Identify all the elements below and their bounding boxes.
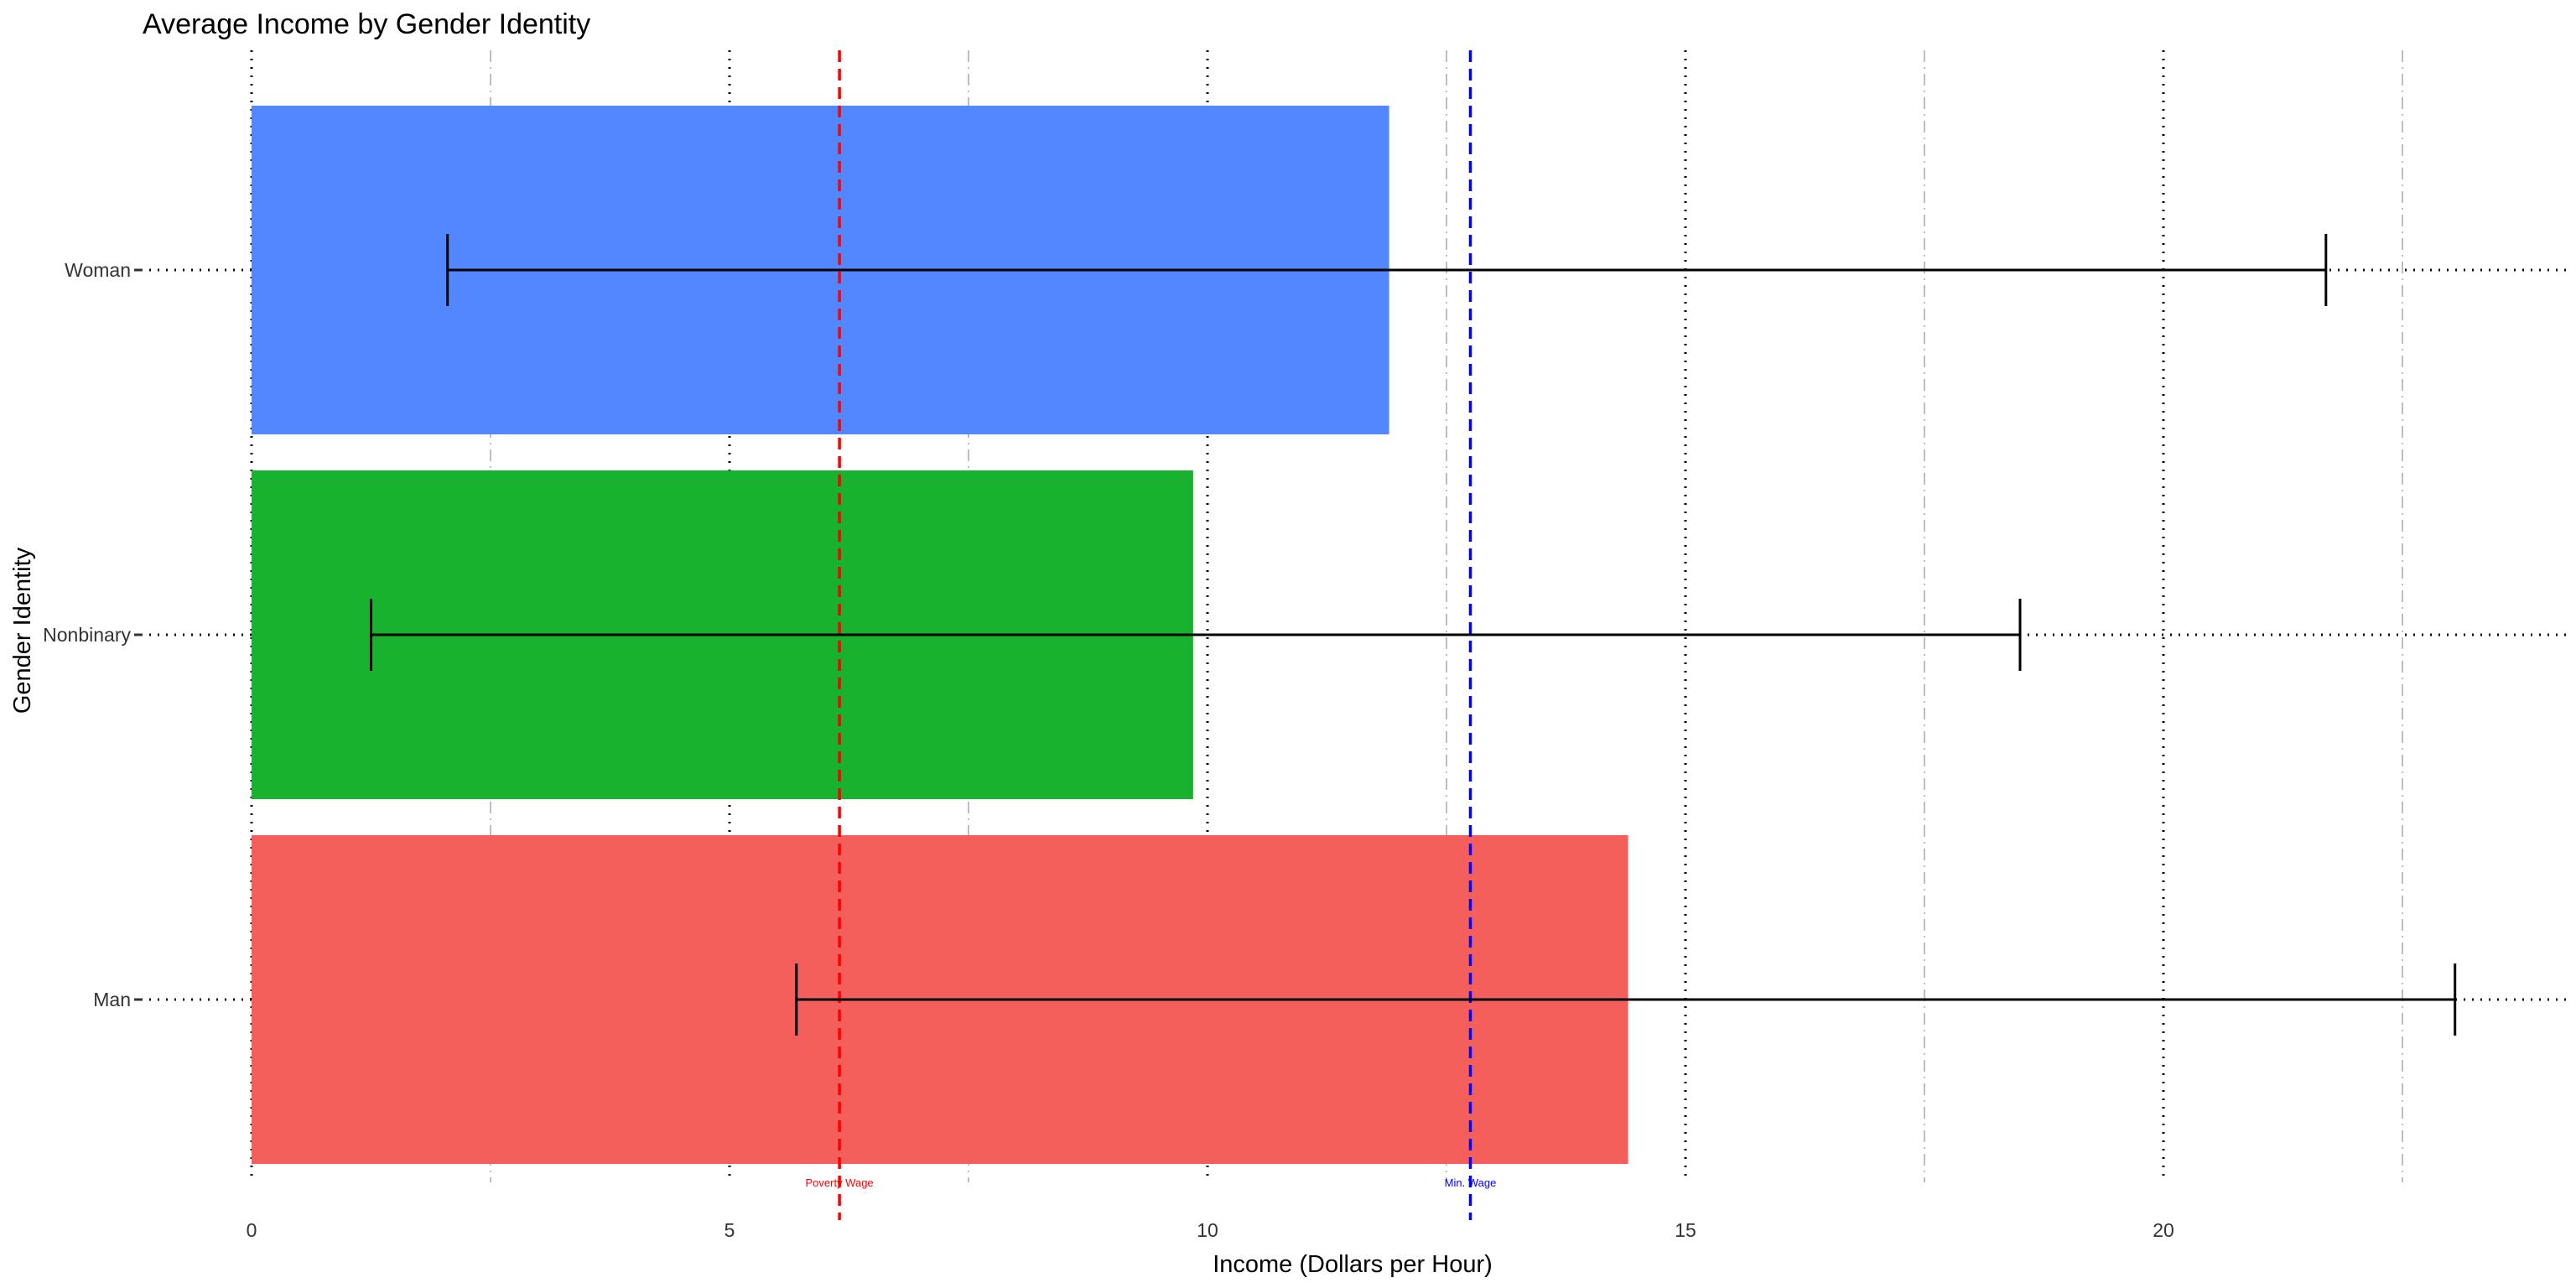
y-axis-title: Gender Identity [9, 547, 36, 714]
x-tick-label: 0 [247, 1219, 257, 1241]
x-tick-label: 5 [724, 1219, 735, 1241]
chart-title: Average Income by Gender Identity [143, 8, 590, 40]
error-bars [370, 234, 2457, 1036]
y-tick-label-woman: Woman [65, 259, 131, 281]
x-tick-label: 10 [1197, 1219, 1218, 1241]
reference-lines: Poverty Wage Min. Wage [806, 50, 1497, 1220]
y-tick-label-man: Man [93, 989, 131, 1010]
reference-label-poverty-wage: Poverty Wage [806, 1176, 874, 1189]
reference-label-min-wage: Min. Wage [1445, 1176, 1497, 1189]
x-tick-label: 20 [2153, 1219, 2174, 1241]
axis-ticks: Woman Nonbinary Man 0 5 10 15 20 [43, 259, 2174, 1241]
x-tick-label: 15 [1675, 1219, 1696, 1241]
y-tick-label-nonbinary: Nonbinary [43, 624, 131, 646]
x-axis-title: Income (Dollars per Hour) [1213, 1251, 1493, 1278]
